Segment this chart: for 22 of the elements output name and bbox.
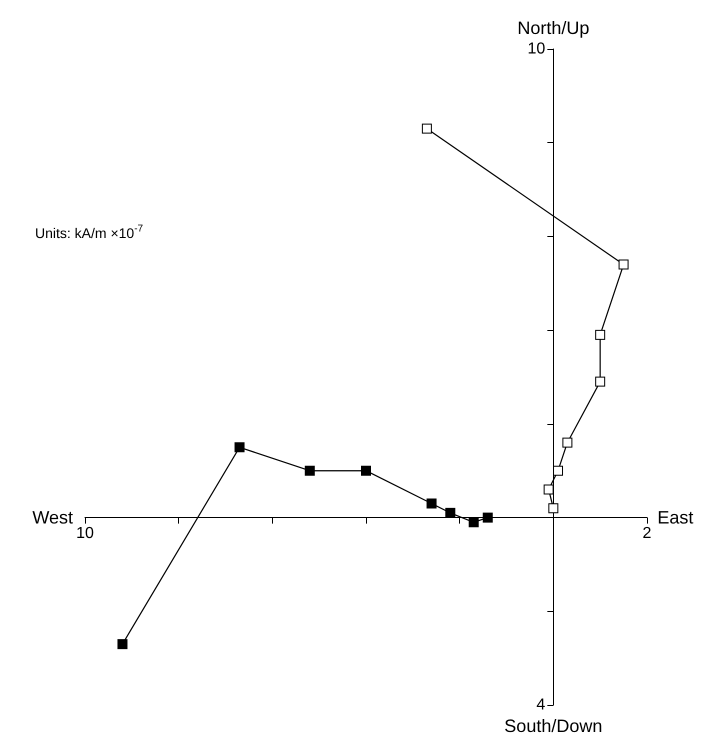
x-tick-label: 2 — [642, 525, 652, 542]
point — [445, 508, 456, 518]
point — [618, 260, 629, 270]
point — [544, 484, 554, 494]
point — [548, 503, 558, 514]
text: West — [32, 508, 73, 528]
point — [234, 442, 245, 452]
point — [562, 438, 572, 448]
x-axis-title: East — [657, 508, 694, 528]
point — [595, 376, 606, 387]
y-axis-title: North/Up — [517, 18, 590, 38]
y-tick-label: 4 — [536, 696, 546, 714]
text: South/Down — [504, 716, 602, 736]
point — [361, 466, 371, 476]
point — [117, 639, 128, 650]
point — [422, 124, 432, 134]
point — [595, 330, 606, 340]
point — [482, 512, 493, 523]
point — [304, 466, 315, 476]
point — [426, 498, 437, 509]
point — [553, 466, 564, 476]
point — [468, 517, 479, 528]
